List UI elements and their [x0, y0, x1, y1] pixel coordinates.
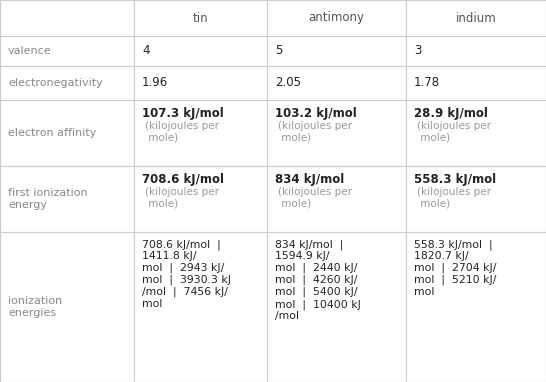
Bar — [267, 66, 406, 100]
Text: 3: 3 — [414, 44, 422, 58]
Bar — [267, 36, 406, 66]
Bar — [0, 66, 134, 100]
Bar — [267, 100, 406, 166]
Text: 4: 4 — [142, 44, 150, 58]
Text: 5: 5 — [275, 44, 282, 58]
Text: ionization
energies: ionization energies — [8, 296, 62, 318]
Bar — [406, 36, 546, 66]
Bar — [406, 66, 546, 100]
Text: first ionization
energy: first ionization energy — [8, 188, 87, 210]
Bar — [267, 232, 406, 382]
Text: 28.9 kJ/mol: 28.9 kJ/mol — [414, 107, 488, 120]
Bar — [0, 100, 134, 166]
Text: 834 kJ/mol: 834 kJ/mol — [275, 173, 344, 186]
Bar — [0, 166, 134, 232]
Text: (kilojoules per
 mole): (kilojoules per mole) — [278, 121, 352, 142]
Bar — [134, 100, 267, 166]
Text: 834 kJ/mol  |
1594.9 kJ/
mol  |  2440 kJ/
mol  |  4260 kJ/
mol  |  5400 kJ/
mol : 834 kJ/mol | 1594.9 kJ/ mol | 2440 kJ/ m… — [275, 239, 361, 321]
Bar — [134, 36, 267, 66]
Text: (kilojoules per
 mole): (kilojoules per mole) — [278, 187, 352, 209]
Text: 708.6 kJ/mol: 708.6 kJ/mol — [142, 173, 224, 186]
Text: (kilojoules per
 mole): (kilojoules per mole) — [145, 121, 219, 142]
Bar — [406, 232, 546, 382]
Text: 1.96: 1.96 — [142, 76, 168, 89]
Text: 2.05: 2.05 — [275, 76, 301, 89]
Text: electronegativity: electronegativity — [8, 78, 103, 88]
Bar — [134, 232, 267, 382]
Text: 1.78: 1.78 — [414, 76, 440, 89]
Bar — [134, 66, 267, 100]
Bar — [267, 166, 406, 232]
Bar — [134, 0, 267, 36]
Text: tin: tin — [193, 11, 209, 24]
Text: (kilojoules per
 mole): (kilojoules per mole) — [145, 187, 219, 209]
Bar — [267, 0, 406, 36]
Bar — [0, 232, 134, 382]
Text: 558.3 kJ/mol  |
1820.7 kJ/
mol  |  2704 kJ/
mol  |  5210 kJ/
mol: 558.3 kJ/mol | 1820.7 kJ/ mol | 2704 kJ/… — [414, 239, 496, 297]
Bar — [0, 36, 134, 66]
Bar — [134, 166, 267, 232]
Bar — [406, 0, 546, 36]
Text: electron affinity: electron affinity — [8, 128, 97, 138]
Bar — [0, 0, 134, 36]
Text: 558.3 kJ/mol: 558.3 kJ/mol — [414, 173, 496, 186]
Text: (kilojoules per
 mole): (kilojoules per mole) — [417, 121, 491, 142]
Text: antimony: antimony — [308, 11, 365, 24]
Text: 107.3 kJ/mol: 107.3 kJ/mol — [142, 107, 224, 120]
Text: indium: indium — [455, 11, 496, 24]
Text: 708.6 kJ/mol  |
1411.8 kJ/
mol  |  2943 kJ/
mol  |  3930.3 kJ
/mol  |  7456 kJ/
: 708.6 kJ/mol | 1411.8 kJ/ mol | 2943 kJ/… — [142, 239, 231, 309]
Text: (kilojoules per
 mole): (kilojoules per mole) — [417, 187, 491, 209]
Bar — [406, 166, 546, 232]
Text: 103.2 kJ/mol: 103.2 kJ/mol — [275, 107, 357, 120]
Text: valence: valence — [8, 46, 52, 56]
Bar — [406, 100, 546, 166]
